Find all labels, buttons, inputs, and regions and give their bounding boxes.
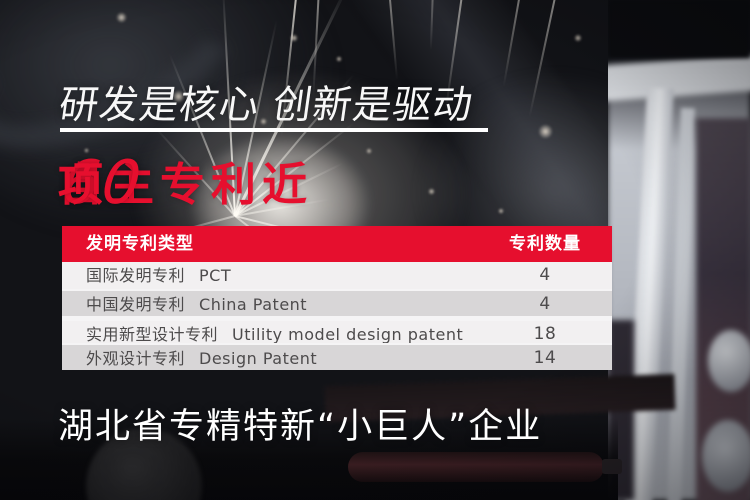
spark-streak <box>528 0 558 118</box>
patent-type-en: China Patent <box>199 295 308 314</box>
roller-stub-shape <box>602 459 622 474</box>
bokeh-dot <box>116 12 127 23</box>
patent-count-value: 14 <box>533 348 557 368</box>
patent-count-suffix: 项 <box>58 158 110 211</box>
machinery-dark-block <box>696 118 750 500</box>
footer-title: 湖北省专精特新“小巨人”企业 <box>58 407 543 447</box>
patent-count-value: 4 <box>539 294 551 314</box>
spark-streak <box>502 0 522 87</box>
patent-type-en: PCT <box>199 266 232 285</box>
headline: 研发是核心 创新是驱动 <box>56 83 477 128</box>
column-header-type: 发明专利类型 <box>86 234 194 254</box>
bokeh-dot <box>498 208 504 214</box>
machinery-blur-panel <box>608 0 750 500</box>
patent-count-prefix: 自主专利近 <box>58 158 314 211</box>
machinery-frame-bar <box>625 87 674 500</box>
table-header-row: 发明专利类型 专利数量 <box>62 226 612 262</box>
patent-type-en: Utility model design patent <box>232 325 464 344</box>
spark-streak <box>388 0 399 80</box>
machinery-base <box>608 0 750 500</box>
roller-shape <box>348 452 604 482</box>
column-header-count: 专利数量 <box>509 234 581 254</box>
headline-underline <box>60 128 488 132</box>
table-row: 国际发明专利 PCT 4 <box>62 262 612 289</box>
patent-count-value: 18 <box>533 324 557 344</box>
spark-streak <box>429 0 434 50</box>
patent-type-zh: 中国发明专利 <box>86 295 186 314</box>
bokeh-dot <box>336 56 342 62</box>
machinery-frame-bar <box>667 107 695 500</box>
bokeh-dot <box>574 34 582 42</box>
table-row: 中国发明专利 China Patent 4 <box>62 289 612 316</box>
patent-type-zh: 外观设计专利 <box>86 349 186 368</box>
patent-type-zh: 实用新型设计专利 <box>86 325 219 344</box>
machinery-beam <box>608 54 750 102</box>
table-row: 外观设计专利 Design Patent 14 <box>62 343 612 370</box>
bokeh-dot <box>366 148 372 154</box>
machinery-metal-blob <box>702 420 750 492</box>
patent-type-en: Design Patent <box>199 349 318 368</box>
table-row: 实用新型设计专利 Utility model design patent 18 <box>62 316 612 344</box>
bokeh-dot <box>428 188 435 195</box>
machinery-dark-top <box>608 0 750 58</box>
bokeh-dot <box>290 34 298 42</box>
patent-table: 发明专利类型 专利数量 国际发明专利 PCT 4 中国发明专利 China Pate… <box>62 226 612 370</box>
patent-type-zh: 国际发明专利 <box>86 266 186 285</box>
machinery-metal-blob <box>708 330 750 392</box>
patent-count-value: 4 <box>539 265 551 285</box>
bokeh-dot <box>538 124 553 139</box>
